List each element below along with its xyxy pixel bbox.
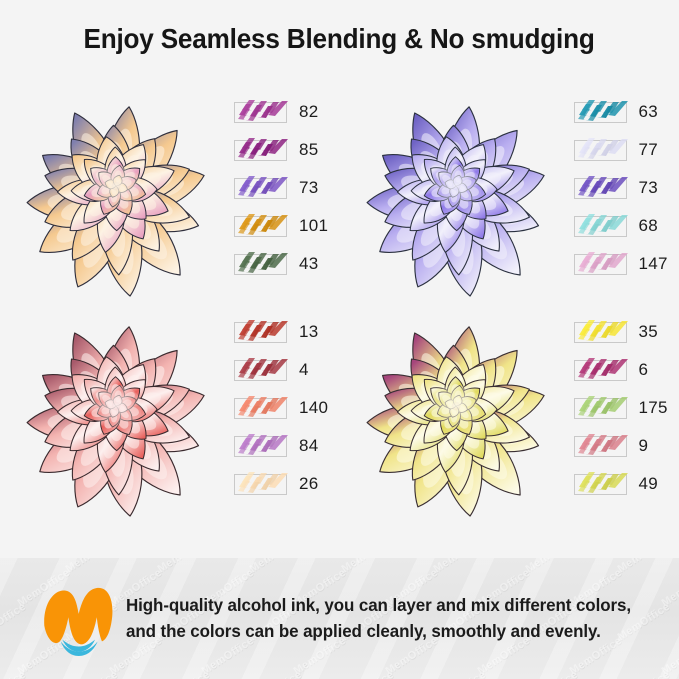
- color-swatch[interactable]: [234, 395, 288, 419]
- swatch-number: 84: [299, 436, 319, 455]
- swatch-row[interactable]: 6: [573, 356, 679, 384]
- succulent-illustration-warm-pastel: [0, 79, 232, 297]
- swatch-row[interactable]: 49: [573, 470, 679, 498]
- succulent-illustration-pink-coral: [0, 299, 232, 517]
- swatch-number: 140: [299, 398, 329, 417]
- swatch-number: 147: [638, 254, 668, 273]
- color-swatch[interactable]: [234, 471, 288, 495]
- swatch-legend-bottom-left: 13 4 140 84 26: [232, 308, 340, 508]
- panel-bottom-left: 13 4 140 84 26: [0, 298, 340, 518]
- swatch-row[interactable]: 140: [234, 394, 340, 422]
- footer-band: MemOffice MemOffice MemOffice MemOffice MemO…: [0, 558, 679, 679]
- color-swatch[interactable]: [234, 99, 288, 123]
- swatch-legend-bottom-right: 35 6 175 9 49: [572, 308, 679, 508]
- swatch-number: 9: [638, 436, 649, 455]
- color-swatch[interactable]: [234, 213, 288, 237]
- color-swatch[interactable]: [573, 471, 628, 495]
- color-swatch[interactable]: [234, 319, 288, 343]
- swatch-row[interactable]: 82: [234, 98, 340, 126]
- memoffice-m-logo-icon: [34, 576, 120, 662]
- panel-grid: 82 85 73 101 43 63 77 73 68 147 13 4 140 84 26 35 6 17…: [0, 78, 679, 558]
- succulent-illustration-yellow-magenta: [340, 299, 572, 517]
- swatch-number: 49: [638, 474, 659, 493]
- swatch-number: 82: [299, 102, 319, 121]
- swatch-row[interactable]: 73: [573, 174, 679, 202]
- footer-line-2: and the colors can be applied cleanly, s…: [126, 621, 601, 641]
- swatch-legend-top-left: 82 85 73 101 43: [232, 88, 340, 288]
- swatch-row[interactable]: 101: [234, 212, 340, 240]
- swatch-number: 6: [638, 360, 649, 379]
- swatch-row[interactable]: 84: [234, 432, 340, 460]
- swatch-number: 26: [299, 474, 319, 493]
- panel-top-left: 82 85 73 101 43: [0, 78, 340, 298]
- swatch-row[interactable]: 4: [234, 356, 340, 384]
- swatch-row[interactable]: 77: [573, 136, 679, 164]
- page-header: Enjoy Seamless Blending & No smudging: [0, 0, 679, 78]
- panel-top-right: 63 77 73 68 147: [340, 78, 679, 298]
- swatch-row[interactable]: 73: [234, 174, 340, 202]
- swatch-number: 4: [299, 360, 309, 379]
- color-swatch[interactable]: [234, 357, 288, 381]
- color-swatch[interactable]: [234, 433, 288, 457]
- color-swatch[interactable]: [573, 137, 628, 161]
- swatch-row[interactable]: 26: [234, 470, 340, 498]
- color-swatch[interactable]: [573, 175, 628, 199]
- swatch-number: 175: [638, 398, 668, 417]
- swatch-number: 68: [638, 216, 659, 235]
- swatch-number: 35: [638, 322, 659, 341]
- swatch-row[interactable]: 63: [573, 98, 679, 126]
- swatch-number: 101: [299, 216, 329, 235]
- color-swatch[interactable]: [573, 395, 628, 419]
- swatch-legend-top-right: 63 77 73 68 147: [572, 88, 679, 288]
- color-swatch[interactable]: [234, 137, 288, 161]
- swatch-number: 13: [299, 322, 319, 341]
- swatch-row[interactable]: 9: [573, 432, 679, 460]
- color-swatch[interactable]: [234, 175, 288, 199]
- page-title: Enjoy Seamless Blending & No smudging: [83, 23, 596, 54]
- swatch-row[interactable]: 68: [573, 212, 679, 240]
- swatch-number: 43: [299, 254, 319, 273]
- panel-bottom-right: 35 6 175 9 49: [340, 298, 679, 518]
- swatch-number: 63: [638, 102, 659, 121]
- color-swatch[interactable]: [573, 319, 628, 343]
- swatch-row[interactable]: 43: [234, 250, 340, 278]
- swatch-row[interactable]: 13: [234, 318, 340, 346]
- swatch-number: 73: [638, 178, 659, 197]
- swatch-number: 77: [638, 140, 659, 159]
- color-swatch[interactable]: [573, 251, 628, 275]
- swatch-number: 73: [299, 178, 319, 197]
- color-swatch[interactable]: [234, 251, 288, 275]
- swatch-row[interactable]: 147: [573, 250, 679, 278]
- swatch-row[interactable]: 35: [573, 318, 679, 346]
- swatch-row[interactable]: 85: [234, 136, 340, 164]
- color-swatch[interactable]: [573, 99, 628, 123]
- color-swatch[interactable]: [573, 213, 628, 237]
- color-swatch[interactable]: [573, 433, 628, 457]
- footer-copy: High-quality alcohol ink, you can layer …: [126, 595, 647, 642]
- swatch-row[interactable]: 175: [573, 394, 679, 422]
- color-swatch[interactable]: [573, 357, 628, 381]
- footer-line-1: High-quality alcohol ink, you can layer …: [126, 595, 631, 615]
- swatch-number: 85: [299, 140, 319, 159]
- succulent-illustration-cool-violet: [340, 79, 572, 297]
